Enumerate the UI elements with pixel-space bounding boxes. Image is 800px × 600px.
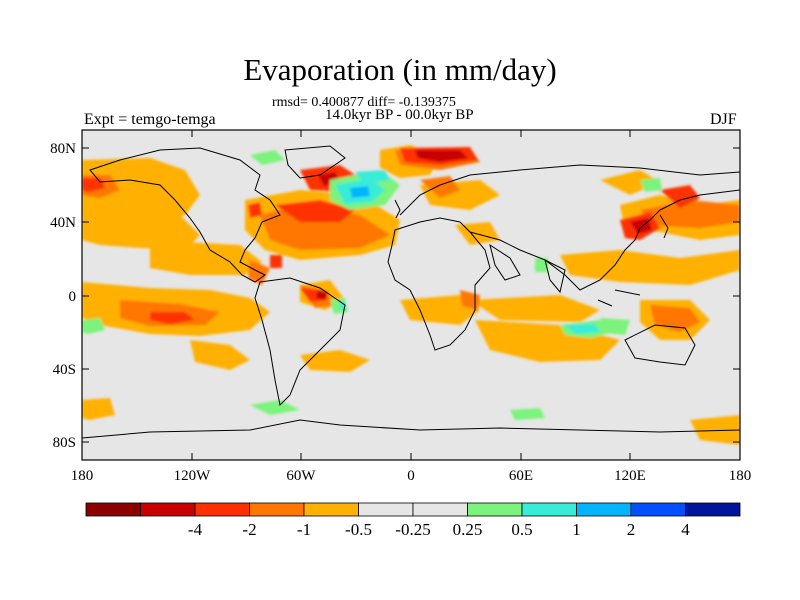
latitude-labels: 80N 40N 0 40S 80S [50,141,76,451]
colorbar-label: -4 [188,520,203,539]
colorbar-label: -1 [297,520,311,539]
colorbar-swatch [412,502,468,517]
colorbar-swatch [249,502,305,517]
lat-label-0: 0 [69,289,77,305]
colorbar-swatch [467,502,523,517]
colorbar-label: 0.5 [511,520,532,539]
colorbar-swatch [521,502,577,517]
colorbar-label: -0.25 [395,520,430,539]
anomaly-blue-regions [350,186,370,198]
colorbar-swatch [358,502,414,517]
colorbar-swatch [85,502,141,517]
colorbar-swatch [685,502,741,517]
lat-label-80n: 80N [50,141,76,157]
colorbar-swatch [194,502,250,517]
colorbar-label: 1 [572,520,581,539]
colorbar-label: 0.25 [453,520,483,539]
lon-label-120w: 120W [174,468,212,484]
colorbar-label: -2 [242,520,256,539]
rmsd-diff-stats: rmsd= 0.400877 diff= -0.139375 [272,95,456,110]
lon-label-0: 0 [407,468,415,484]
lon-label-120e: 120E [614,468,646,484]
colorbar-label: 4 [681,520,690,539]
anomaly-cyan-regions [335,170,600,334]
colorbar-labels: -4 -2 -1 -0.5 -0.25 0.25 0.5 1 2 4 [188,520,690,539]
colorbar-label: -0.5 [345,520,372,539]
period-label: 14.0kyr BP - 00.0kyr BP [325,107,474,123]
lat-label-40s: 40S [53,362,76,378]
colorbar-swatch [140,502,196,517]
lon-label-180w: 180 [71,468,94,484]
colorbar-swatch [303,502,359,517]
axis-ticks [81,130,741,460]
colorbar-label: 2 [627,520,636,539]
lon-label-60e: 60E [509,468,533,484]
longitude-labels: 180 120W 60W 0 60E 120E 180 [71,468,752,484]
experiment-label: Expt = temgo-temga [84,111,216,128]
lon-label-60w: 60W [286,468,316,484]
colorbar-swatch [630,502,686,517]
lat-label-80s: 80S [53,435,76,451]
colorbar-swatch [576,502,632,517]
season-label: DJF [710,111,737,128]
lat-label-40n: 40N [50,215,76,231]
lon-label-180e: 180 [729,468,752,484]
colorbar [85,502,741,517]
coastlines [82,145,740,439]
figure-title: Evaporation (in mm/day) [243,52,557,87]
